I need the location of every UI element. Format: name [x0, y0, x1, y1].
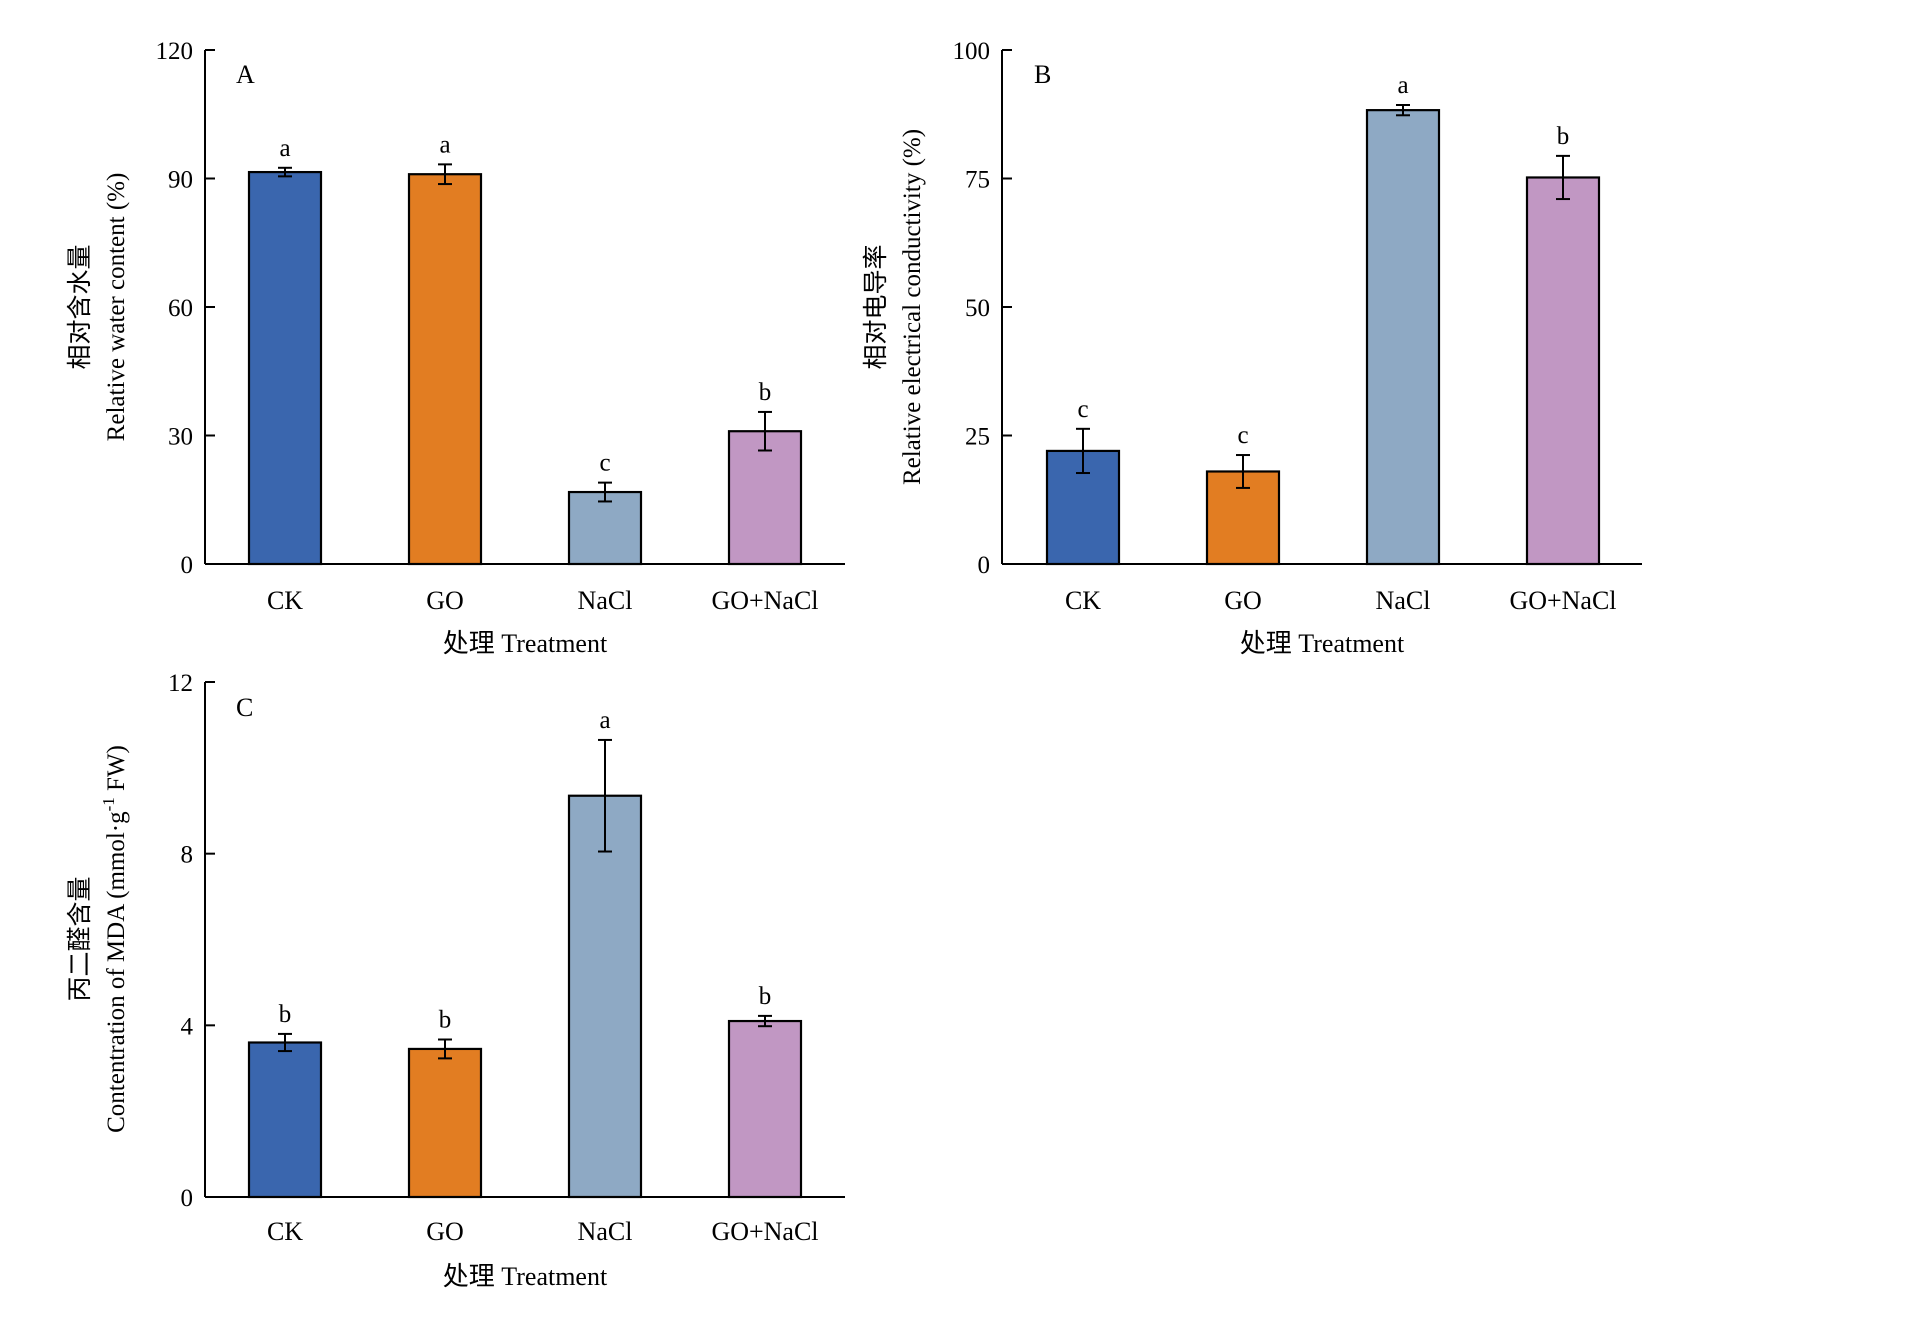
x-tick-label: GO — [1224, 586, 1262, 615]
x-tick-label: NaCl — [578, 1217, 633, 1246]
x-tick-label: GO — [426, 1217, 464, 1246]
significance-letter: c — [1077, 396, 1088, 423]
significance-letter: b — [759, 983, 772, 1010]
x-axis-title: 处理 Treatment — [1240, 629, 1405, 658]
y-axis-title-cn: 丙二醛含量 — [66, 876, 94, 1001]
y-axis-title-en: Contentration of MDA (mmol·g-1 FW) — [99, 745, 130, 1133]
y-tick-label: 50 — [965, 295, 990, 322]
x-tick-label: GO+NaCl — [1509, 586, 1616, 615]
error-bar — [278, 1032, 292, 1053]
y-tick-label: 25 — [965, 424, 990, 451]
panel-c: C 0 4 8 12 b CK b GO a NaCl b GO+NaCl 处理 Treatment 丙二醛… — [66, 670, 845, 1291]
y-tick-label: 30 — [168, 424, 193, 451]
x-axis-title: 处理 Treatment — [443, 1262, 608, 1291]
bar-ck — [247, 1041, 323, 1199]
y-tick-label: 100 — [953, 38, 991, 65]
error-bar — [1396, 103, 1410, 117]
y-tick-label: 75 — [965, 167, 990, 194]
bar-go-plus-nacl — [727, 1019, 803, 1199]
bar-go-plus-nacl — [1525, 176, 1601, 566]
y-tick-label: 4 — [181, 1013, 194, 1040]
bar-nacl — [567, 490, 643, 566]
y-axis-title-en-superscript: -1 — [99, 797, 118, 811]
panel-label: B — [1034, 60, 1051, 89]
error-bar — [598, 738, 612, 853]
error-bar — [1076, 427, 1090, 475]
error-bar — [598, 481, 612, 503]
error-bar — [758, 410, 772, 452]
significance-letter: a — [439, 131, 450, 158]
significance-letter: b — [439, 1006, 452, 1033]
y-axis-title-en-prefix: Contentration of MDA (mmol·g — [103, 811, 130, 1133]
x-axis-title: 处理 Treatment — [443, 629, 608, 658]
y-tick-label: 8 — [181, 842, 194, 869]
error-bar — [758, 1014, 772, 1028]
y-tick-label: 90 — [168, 167, 193, 194]
y-axis-title-en: Relative electrical conductivity (%) — [899, 129, 926, 485]
significance-letter: c — [599, 450, 610, 477]
significance-letter: b — [759, 379, 772, 406]
y-axis-title-cn: 相对含水量 — [66, 244, 94, 369]
y-tick-label: 12 — [168, 670, 193, 697]
error-bar — [1236, 454, 1250, 489]
bar-go-plus-nacl — [727, 430, 803, 566]
panel-a: A 0 30 60 90 120 a CK a GO c NaCl b GO+NaCl 处理 Treatme… — [66, 38, 845, 658]
x-tick-label: GO — [426, 586, 464, 615]
y-tick-label: 120 — [156, 38, 194, 65]
error-bar — [438, 1038, 452, 1060]
significance-letter: b — [279, 1001, 292, 1028]
y-tick-label: 0 — [181, 552, 194, 579]
bar-ck — [247, 170, 323, 566]
panel-label: C — [236, 693, 253, 722]
bar-nacl — [567, 794, 643, 1199]
panel-label: A — [236, 60, 255, 89]
x-tick-label: NaCl — [578, 586, 633, 615]
x-tick-label: CK — [267, 1217, 303, 1246]
significance-letter: b — [1557, 123, 1570, 150]
significance-letter: c — [1237, 422, 1248, 449]
y-tick-label: 0 — [181, 1185, 194, 1212]
error-bar — [1556, 154, 1570, 201]
x-tick-label: CK — [1065, 586, 1101, 615]
error-bar — [278, 166, 292, 178]
x-tick-label: GO+NaCl — [711, 586, 818, 615]
significance-letter: a — [1397, 72, 1408, 99]
x-tick-label: NaCl — [1376, 586, 1431, 615]
y-axis-title-cn: 相对电导率 — [862, 244, 890, 369]
y-tick-label: 0 — [978, 552, 991, 579]
x-tick-label: GO+NaCl — [711, 1217, 818, 1246]
y-axis-title-en: Relative water content (%) — [103, 173, 130, 442]
x-tick-label: CK — [267, 586, 303, 615]
bar-nacl — [1365, 109, 1441, 566]
significance-letter: a — [599, 707, 610, 734]
error-bar — [438, 163, 452, 186]
significance-letter: a — [279, 135, 290, 162]
y-tick-label: 60 — [168, 295, 193, 322]
bar-go — [407, 1047, 483, 1199]
bar-go — [407, 173, 483, 566]
panel-b: B 0 25 50 75 100 c CK c GO a NaCl b GO+NaCl 处理 Treatme… — [862, 38, 1642, 658]
y-axis-title-en-suffix: FW) — [103, 745, 130, 797]
